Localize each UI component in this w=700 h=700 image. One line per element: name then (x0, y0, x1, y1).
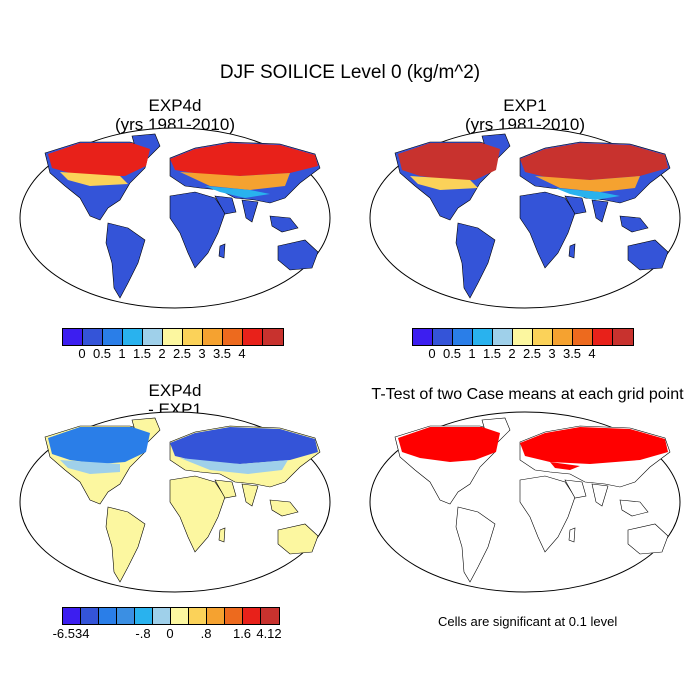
colorbar-swatch (117, 608, 135, 624)
colorbar-swatch (493, 329, 513, 345)
colorbar-swatch (63, 329, 83, 345)
colorbar-exp1 (412, 328, 634, 346)
colorbar-tick-label: 0 (78, 346, 86, 361)
colorbar-swatch (433, 329, 453, 345)
colorbar-swatch (593, 329, 613, 345)
colorbar-swatch (243, 608, 261, 624)
colorbar-swatch (473, 329, 493, 345)
colorbar-swatch (261, 608, 279, 624)
colorbar-tick-label: 1 (468, 346, 476, 361)
map-exp4d (19, 127, 331, 309)
colorbar-swatch (203, 329, 223, 345)
colorbar-swatch (99, 608, 117, 624)
colorbar-swatch (225, 608, 243, 624)
colorbar-swatch (573, 329, 593, 345)
colorbar-swatch (153, 608, 171, 624)
colorbar-diff (62, 607, 280, 625)
colorbar-swatch (613, 329, 633, 345)
colorbar-swatch (183, 329, 203, 345)
colorbar-tick-label: 3 (198, 346, 206, 361)
colorbar-swatch (413, 329, 433, 345)
colorbar-tick-label: 4.12 (256, 626, 282, 641)
colorbar-swatch (553, 329, 573, 345)
colorbar-tick-label: 2 (508, 346, 516, 361)
colorbar-swatch (81, 608, 99, 624)
colorbar-tick-label: 0 (166, 626, 174, 641)
colorbar-tick-label: 1 (118, 346, 126, 361)
figure-title: DJF SOILICE Level 0 (kg/m^2) (219, 62, 481, 83)
colorbar-tick-label: 3 (548, 346, 556, 361)
colorbar-tick-label: -.8 (135, 626, 151, 641)
colorbar-swatch (263, 329, 283, 345)
colorbar-tick-label: 1.5 (482, 346, 502, 361)
colorbar-tick-label: 3.5 (562, 346, 582, 361)
colorbar-tick-label: 2.5 (172, 346, 192, 361)
colorbar-swatch (163, 329, 183, 345)
colorbar-tick-label: 4 (588, 346, 596, 361)
panel-title-ttest: T-Test of two Case means at each grid po… (371, 386, 684, 403)
colorbar-swatch (83, 329, 103, 345)
colorbar-tick-label: 3.5 (212, 346, 232, 361)
colorbar-swatch (143, 329, 163, 345)
colorbar-tick-label: -6.534 (52, 626, 90, 641)
map-diff (19, 411, 331, 593)
colorbar-swatch (513, 329, 533, 345)
colorbar-swatch (207, 608, 225, 624)
colorbar-swatch (171, 608, 189, 624)
colorbar-tick-label: 1.6 (232, 626, 252, 641)
colorbar-tick-label: .8 (200, 626, 212, 641)
colorbar-exp1-labels: 0 0.5 1 1.5 2 2.5 3 3.5 4 (412, 346, 638, 362)
colorbar-tick-label: 1.5 (132, 346, 152, 361)
map-exp1 (369, 127, 681, 309)
colorbar-swatch (189, 608, 207, 624)
colorbar-tick-label: 0.5 (442, 346, 462, 361)
colorbar-swatch (453, 329, 473, 345)
colorbar-tick-label: 0.5 (92, 346, 112, 361)
colorbar-tick-label: 2.5 (522, 346, 542, 361)
colorbar-swatch (243, 329, 263, 345)
colorbar-swatch (533, 329, 553, 345)
colorbar-tick-label: 0 (428, 346, 436, 361)
colorbar-swatch (103, 329, 123, 345)
colorbar-swatch (63, 608, 81, 624)
colorbar-exp4d-labels: 0 0.5 1 1.5 2 2.5 3 3.5 4 (62, 346, 288, 362)
colorbar-diff-labels: -6.534 -.8 0 .8 1.6 4.12 (53, 626, 288, 642)
colorbar-exp4d (62, 328, 284, 346)
colorbar-swatch (135, 608, 153, 624)
map-ttest (369, 411, 681, 593)
colorbar-tick-label: 2 (158, 346, 166, 361)
colorbar-tick-label: 4 (238, 346, 246, 361)
significance-note: Cells are significant at 0.1 level (438, 614, 618, 629)
colorbar-swatch (223, 329, 243, 345)
colorbar-swatch (123, 329, 143, 345)
